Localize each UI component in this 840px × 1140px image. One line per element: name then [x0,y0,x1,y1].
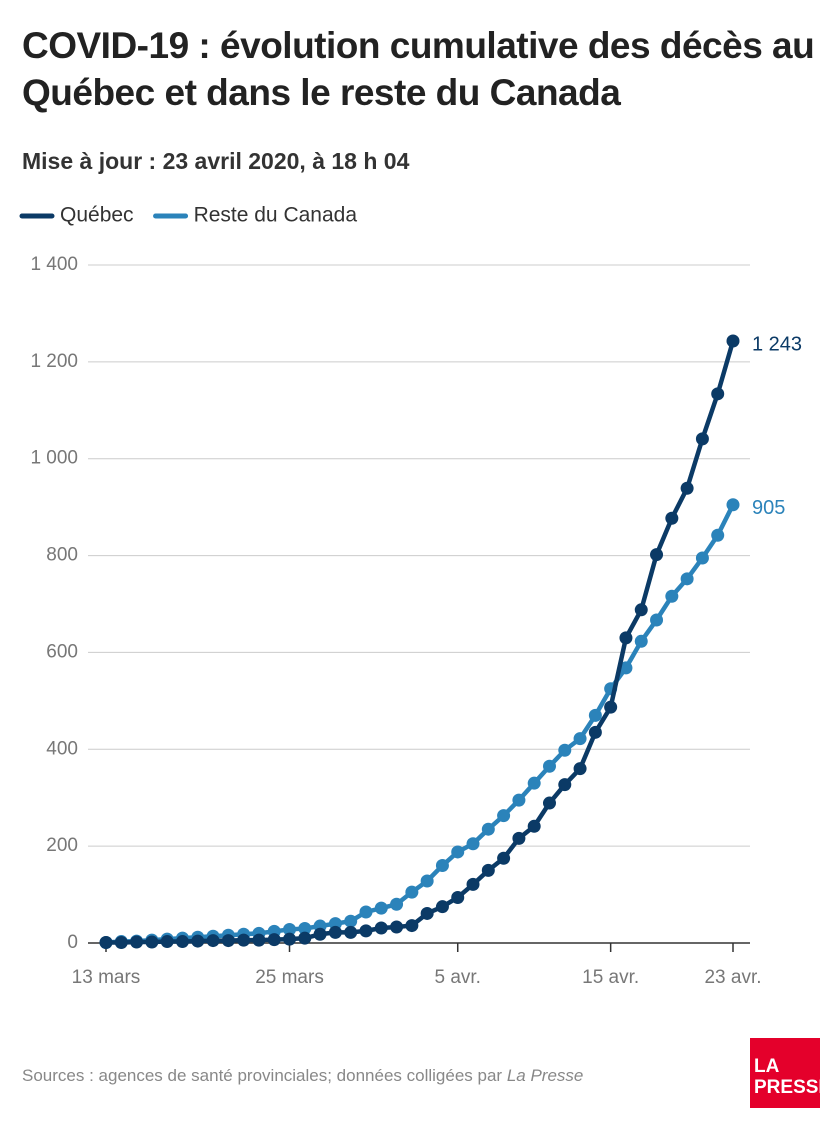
data-point [344,925,358,939]
data-point [665,589,679,603]
data-point [542,759,556,773]
data-point [527,819,541,833]
data-point [328,925,342,939]
data-point [160,935,174,949]
data-point [283,922,297,936]
data-point [374,921,388,935]
data-point [420,874,434,888]
data-point [466,837,480,851]
value-label: 1 243 [752,333,802,355]
data-point [680,572,694,586]
data-point [619,631,633,645]
data-point [558,743,572,757]
data-point [175,935,189,949]
y-tick-label: 600 [46,641,78,662]
data-point [634,634,648,648]
source: Sources : agences de santé provinciales;… [22,1066,583,1086]
data-point [542,796,556,810]
data-point [283,932,297,946]
chart-subtitle: Mise à jour : 23 avril 2020, à 18 h 04 [22,148,410,174]
data-point [390,920,404,934]
data-point [711,387,725,401]
x-tick-label: 13 mars [72,967,141,988]
data-point [405,919,419,933]
y-tick-label: 1 200 [30,351,78,372]
data-point [114,936,128,950]
data-point [344,914,358,928]
data-point [650,613,664,627]
data-point [695,432,709,446]
logo: LA PRESSE [750,1038,832,1108]
data-point [359,905,373,919]
data-point [130,935,144,949]
data-point [726,334,740,348]
data-point [497,809,511,823]
chart-title: COVID-19 : évolution cumulative des décè… [22,25,815,113]
data-point [512,831,526,845]
data-point [680,481,694,495]
data-point [481,822,495,836]
legend-label: Reste du Canada [194,204,358,227]
data-point [420,906,434,920]
y-tick-label: 400 [46,738,78,759]
data-point [573,732,587,746]
data-point [191,934,205,948]
y-tick-label: 200 [46,835,78,856]
data-point [435,900,449,914]
logo-line: LA [754,1056,780,1077]
data-point [512,793,526,807]
data-point [267,933,281,947]
data-point [558,778,572,792]
data-point [435,859,449,873]
data-point [573,762,587,776]
data-point [451,890,465,904]
data-point [405,885,419,899]
y-tick-label: 800 [46,545,78,566]
y-tick-label: 1 400 [30,254,78,275]
x-tick-label: 23 avr. [704,967,761,988]
data-point [221,934,235,948]
y-tick-label: 0 [67,932,78,953]
data-point [237,933,251,947]
data-point [634,603,648,617]
x-tick-label: 15 avr. [582,967,639,988]
data-point [359,924,373,938]
x-tick-label: 25 mars [255,967,324,988]
source-text: Sources : agences de santé provinciales;… [22,1066,507,1085]
data-point [665,511,679,525]
data-point [99,936,113,950]
data-point [711,528,725,542]
data-point [588,708,602,722]
legend-label: Québec [60,204,134,227]
chart: Québec Reste du Canada 0 200 400 600 800 1 000 1… [19,204,802,988]
data-point [588,725,602,739]
data-point [604,700,618,714]
source-italic: La Presse [506,1066,584,1085]
data-point [298,921,312,935]
data-point [206,934,220,948]
data-point [252,933,266,947]
data-point [695,551,709,565]
data-point [145,935,159,949]
data-point [726,498,740,512]
data-point [527,776,541,790]
data-point [650,548,664,562]
series-line [105,503,736,945]
y-tick-label: 1 000 [30,448,78,469]
logo-line: PRESSE [754,1077,832,1098]
data-point [390,897,404,911]
data-point [619,661,633,675]
data-point [497,851,511,865]
value-label: 905 [752,497,785,519]
data-point [313,927,327,941]
data-point [466,877,480,891]
x-tick-label: 5 avr. [434,967,480,988]
data-point [451,845,465,859]
data-point [374,901,388,915]
data-point [298,931,312,945]
data-point [481,863,495,877]
